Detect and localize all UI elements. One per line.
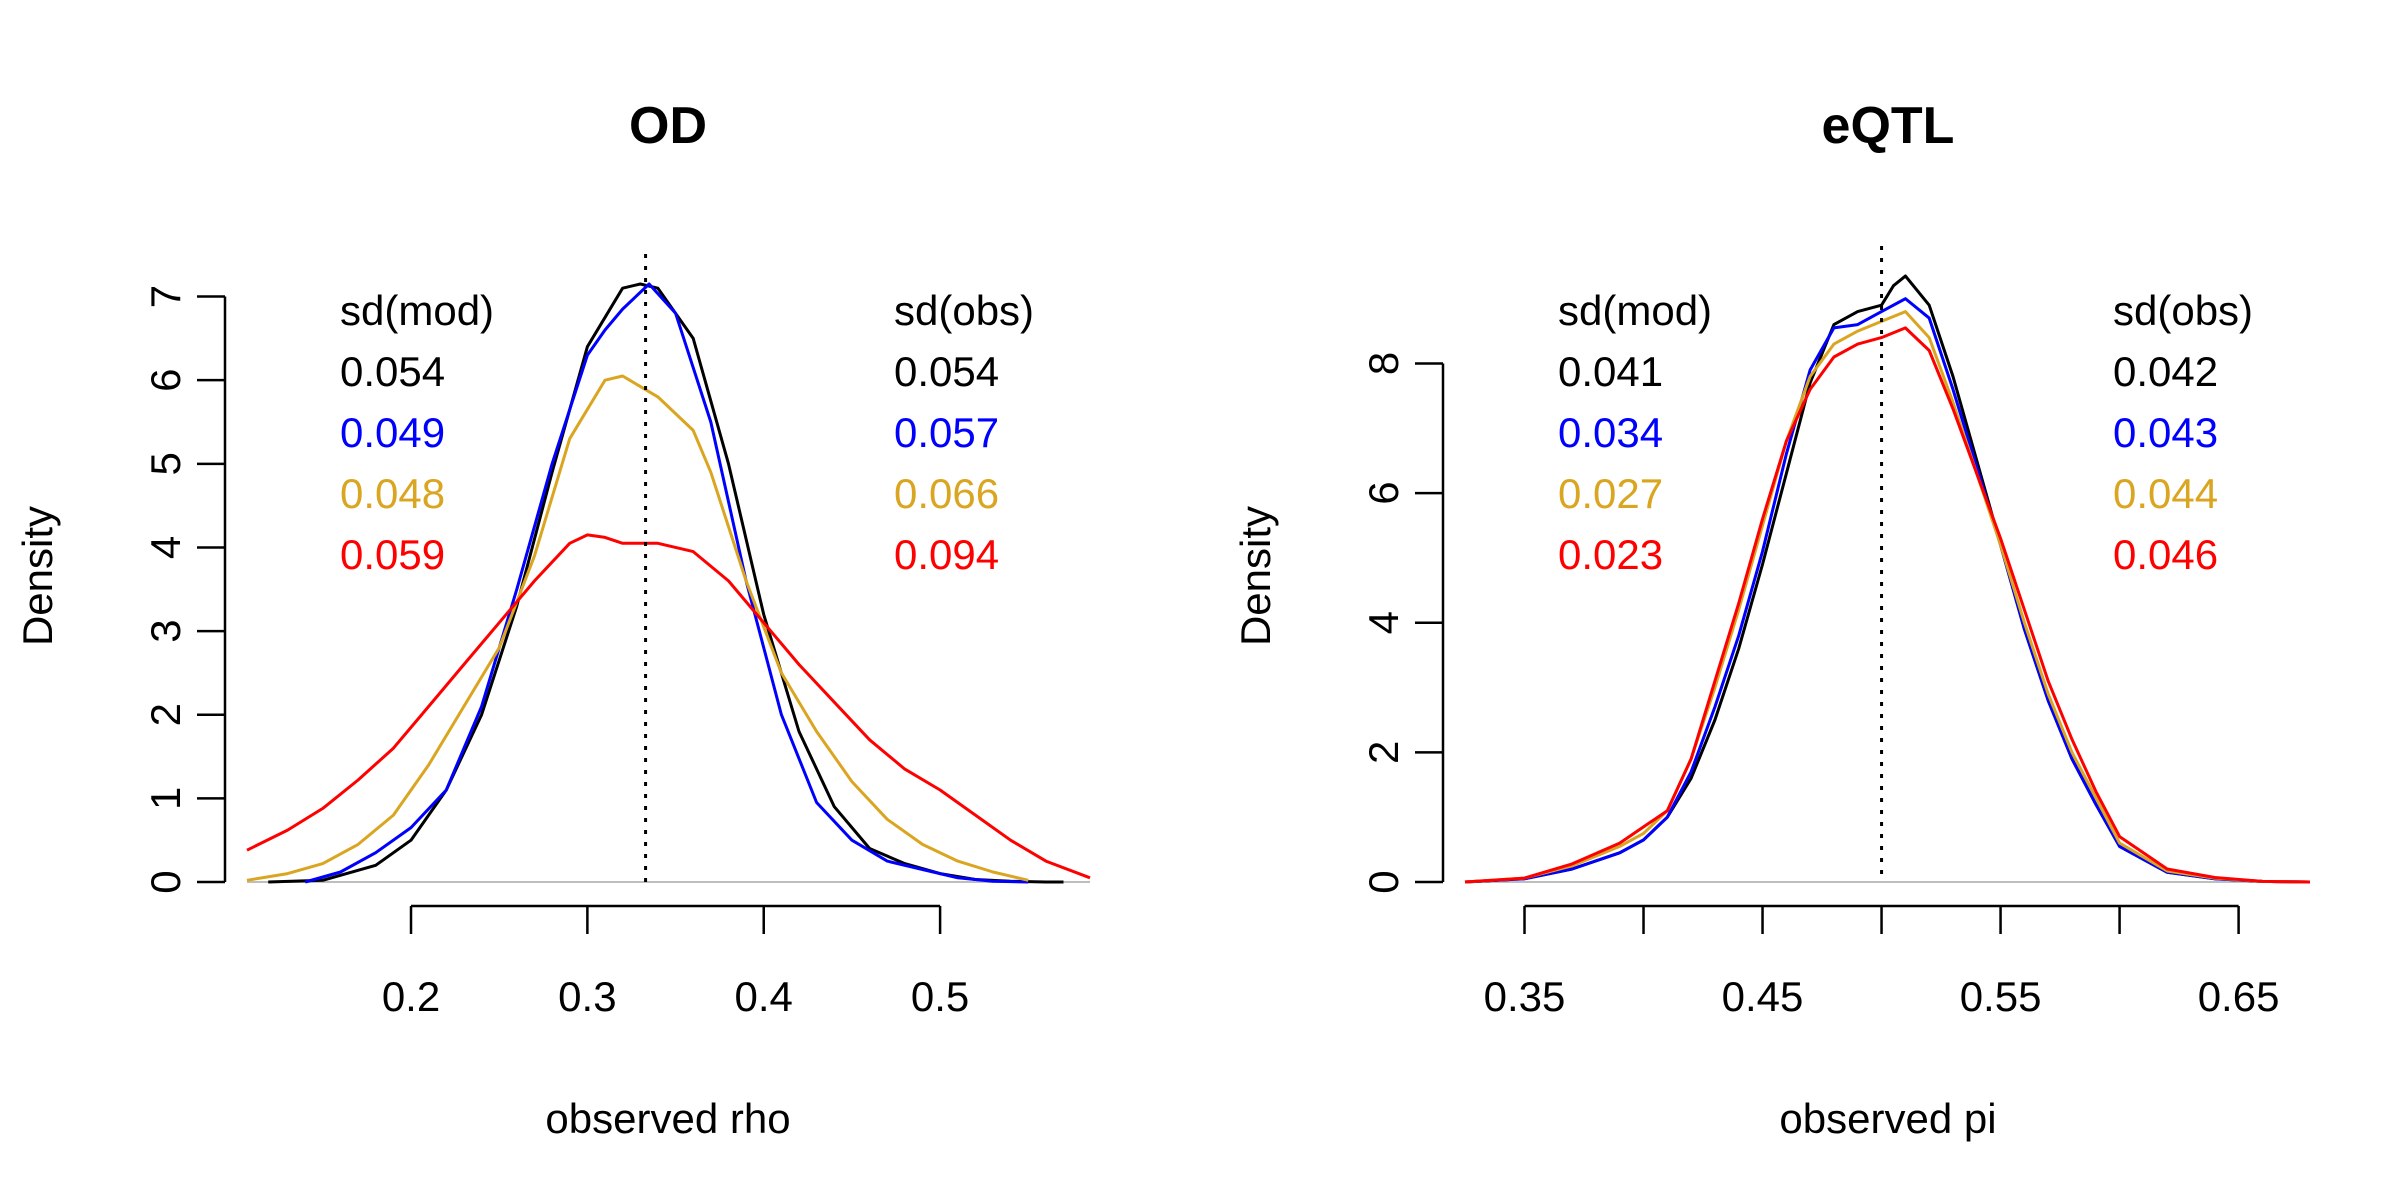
y-tick-label: 0 [1360,870,1407,893]
sd-mod-value: 0.034 [1558,409,1663,456]
x-tick-label: 0.65 [2198,973,2280,1020]
panel-od: OD observed rho Density 0.2 0.3 0.4 0.5 0 1 2… [14,97,1091,1142]
y-tick-label: 8 [1360,352,1407,375]
sd-obs-value: 0.046 [2113,531,2218,578]
x-tick-label: 0.35 [1484,973,1566,1020]
y-tick-label: 7 [142,285,189,308]
chart-title: OD [629,97,707,155]
panel-eqtl: eQTL observed pi Density 0.35 0.45 0.55 0.6… [1232,97,2311,1142]
sd-obs-value: 0.043 [2113,409,2218,456]
y-axis: 0 1 2 3 4 5 6 7 [142,285,227,894]
sd-obs-value: 0.066 [894,470,999,517]
y-tick-label: 1 [142,787,189,810]
density-curve-1 [304,282,1029,884]
sd-mod-header: sd(mod) [340,287,494,334]
sd-obs-value: 0.042 [2113,348,2218,395]
sd-annotations: sd(mod) sd(obs) 0.054 0.049 0.048 0.059 0.054 0… [340,287,1034,578]
density-curve-2 [246,374,1029,882]
y-tick-label: 4 [1360,611,1407,634]
y-tick-label: 4 [142,536,189,559]
x-tick-label: 0.2 [382,973,440,1020]
x-axis-label: observed pi [1779,1095,1996,1142]
sd-mod-value: 0.023 [1558,531,1663,578]
y-tick-label: 0 [142,870,189,893]
y-axis: 0 2 4 6 8 [1360,352,1445,894]
x-axis-label: observed rho [545,1095,790,1142]
density-curve-3 [1464,326,2311,884]
sd-mod-value: 0.059 [340,531,445,578]
sd-mod-value: 0.041 [1558,348,1663,395]
sd-mod-value: 0.027 [1558,470,1663,517]
sd-mod-value: 0.054 [340,348,445,395]
sd-obs-value: 0.094 [894,531,999,578]
sd-obs-header: sd(obs) [2113,287,2253,334]
x-axis: 0.35 0.45 0.55 0.65 [1484,904,2280,1020]
y-tick-label: 3 [142,619,189,642]
x-tick-label: 0.55 [1960,973,2042,1020]
chart-title: eQTL [1822,97,1955,155]
density-curve-1 [1464,297,2311,884]
sd-mod-value: 0.049 [340,409,445,456]
sd-mod-value: 0.048 [340,470,445,517]
y-tick-label: 6 [142,369,189,392]
sd-mod-header: sd(mod) [1558,287,1712,334]
x-axis: 0.2 0.3 0.4 0.5 [382,904,969,1020]
x-tick-label: 0.45 [1722,973,1804,1020]
sd-annotations: sd(mod) sd(obs) 0.041 0.034 0.027 0.023 0.042 0… [1558,287,2253,578]
y-tick-label: 6 [1360,481,1407,504]
y-tick-label: 2 [142,703,189,726]
y-axis-label: Density [14,506,61,646]
y-axis-label: Density [1232,506,1279,646]
y-tick-label: 5 [142,452,189,475]
x-tick-label: 0.5 [911,973,969,1020]
density-curve-3 [246,533,1091,880]
density-curves [1464,246,2311,884]
sd-obs-value: 0.054 [894,348,999,395]
y-tick-label: 2 [1360,741,1407,764]
density-curve-2 [1464,310,2311,884]
sd-obs-value: 0.057 [894,409,999,456]
x-tick-label: 0.4 [735,973,793,1020]
density-curves [246,254,1091,884]
sd-obs-value: 0.044 [2113,470,2218,517]
x-tick-label: 0.3 [558,973,616,1020]
sd-obs-header: sd(obs) [894,287,1034,334]
